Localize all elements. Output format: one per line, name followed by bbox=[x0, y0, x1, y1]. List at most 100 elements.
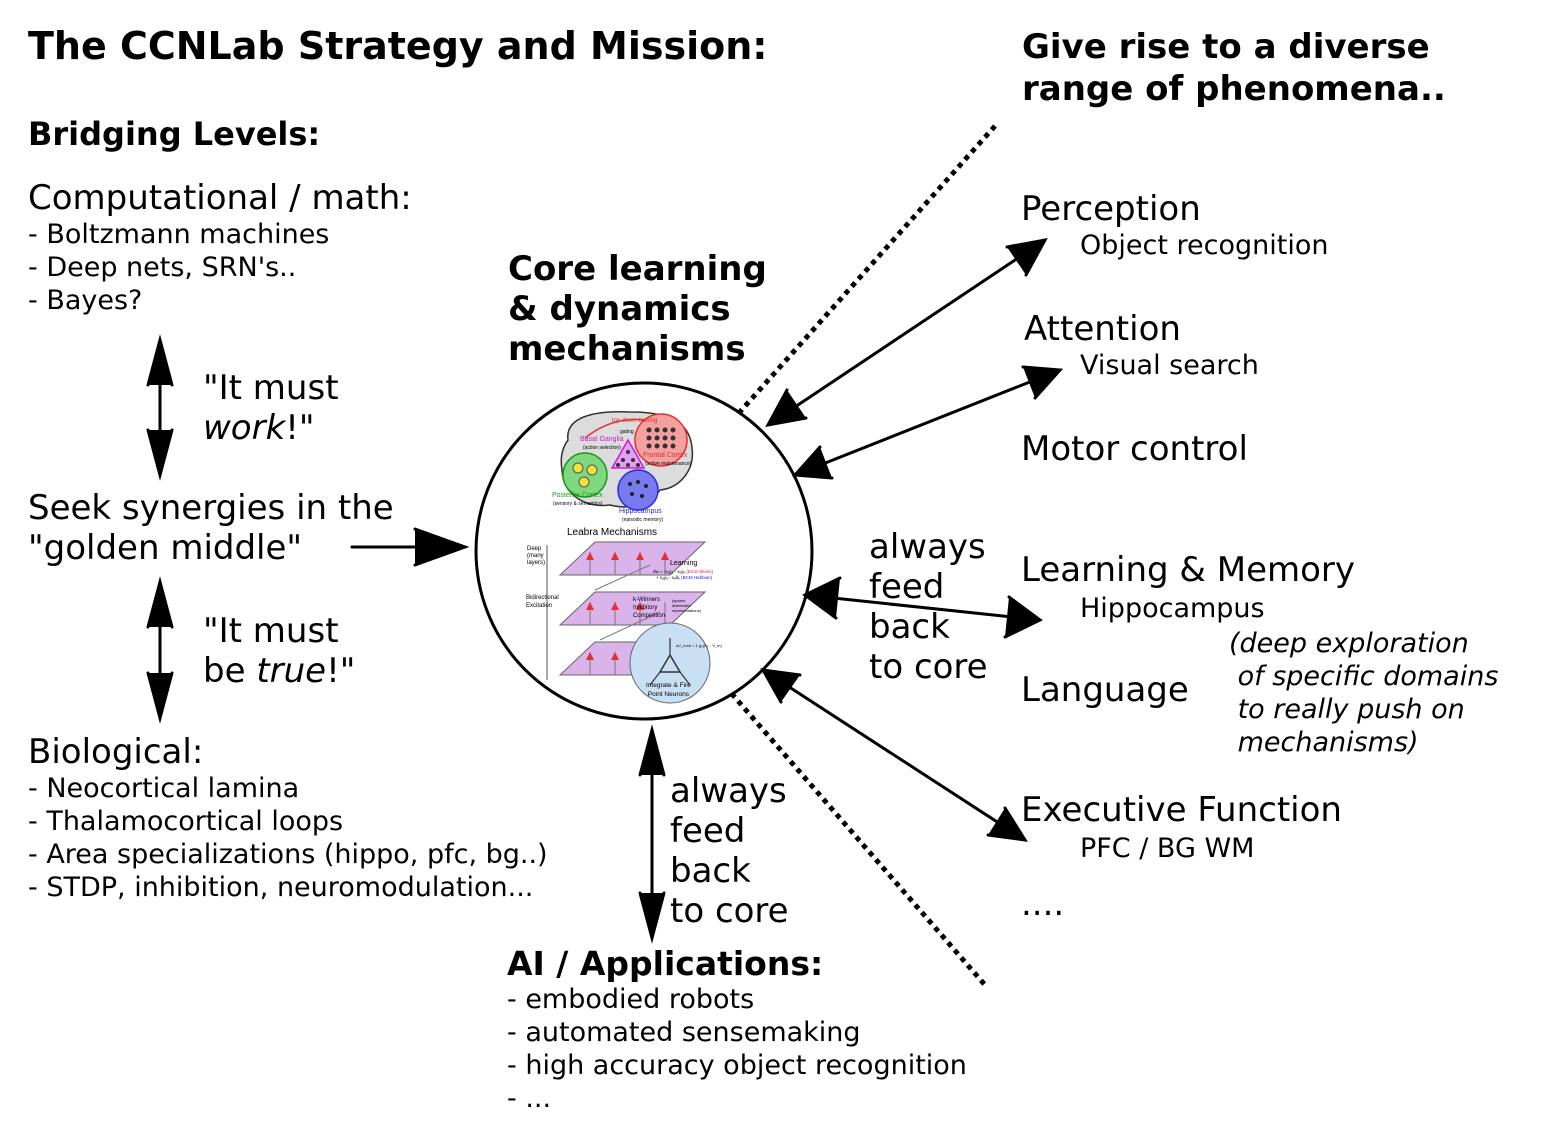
perception-sub: Object recognition bbox=[1080, 230, 1329, 261]
executive-label: Executive Function bbox=[1021, 790, 1342, 830]
list-item: - STDP, inhibition, neuromodulation... bbox=[28, 872, 534, 903]
quote-emphasis: true bbox=[256, 651, 327, 691]
quote-emphasis: work bbox=[203, 408, 286, 448]
neuron-line: Integrate & Fire bbox=[646, 682, 691, 689]
golden-line: Seek synergies in the bbox=[28, 488, 394, 528]
dotted-divider-bottom bbox=[723, 684, 987, 987]
basal-ganglia-sub: (action selection) bbox=[583, 445, 621, 451]
executive-sub: PFC / BG WM bbox=[1080, 833, 1255, 864]
note-line: of specific domains bbox=[1229, 661, 1499, 692]
frontal-cortex-sub: (active maintenance) bbox=[645, 461, 692, 467]
feedback-line: to core bbox=[869, 647, 988, 687]
phenomena-heading-line: Give rise to a diverse bbox=[1022, 27, 1430, 67]
double-arrow-learning bbox=[802, 576, 1043, 639]
bidirectional-label: Bidirectional Excitation bbox=[526, 594, 559, 610]
core-line: Core learning bbox=[508, 249, 767, 289]
kwinners-label: k-Winners Inhibitory Competition bbox=[633, 596, 665, 620]
list-item: - Neocortical lamina bbox=[28, 773, 300, 804]
point-neuron-circle bbox=[629, 622, 711, 704]
sparse-line: (sparse bbox=[672, 598, 686, 603]
must-work-quote: "It must work!" bbox=[203, 368, 339, 448]
kwin-line: Competition bbox=[633, 613, 666, 619]
feedback-line: back bbox=[869, 607, 950, 647]
golden-line: "golden middle" bbox=[28, 528, 303, 568]
error-eq: dw = -xₐyₐ - xₑyₑ (Error-driven) bbox=[653, 569, 713, 574]
basal-ganglia-label: Basal Ganglia bbox=[580, 436, 624, 443]
list-item: - Bayes? bbox=[28, 285, 143, 316]
gating-label: gating bbox=[620, 429, 634, 435]
feedback-line: to core bbox=[670, 891, 789, 931]
hippocampus-sub: (episodic memory) bbox=[622, 517, 664, 523]
bidir-line: Bidirectional bbox=[526, 595, 559, 601]
quote-end: !" bbox=[285, 408, 315, 448]
learning-mini-label: Learning bbox=[670, 560, 698, 567]
point-neuron-label: Integrate & Fire Point Neurons bbox=[646, 681, 691, 699]
feedback-line: always bbox=[869, 527, 986, 567]
note-line: (deep exploration bbox=[1229, 628, 1469, 659]
biological-list: - Neocortical lamina - Thalamocortical l… bbox=[28, 772, 548, 904]
deep-line: Deep bbox=[527, 546, 542, 552]
list-item: - Area specializations (hippo, pfc, bg..… bbox=[28, 839, 548, 870]
double-arrow-true bbox=[146, 576, 174, 724]
eq2: + xₐyₐ - xₑθₑ bbox=[656, 575, 680, 580]
golden-middle-text: Seek synergies in the "golden middle" bbox=[28, 488, 394, 568]
computational-heading: Computational / math: bbox=[28, 178, 412, 218]
double-arrow-work bbox=[146, 334, 174, 481]
double-arrow-ai bbox=[638, 724, 666, 944]
dotted-divider-top bbox=[728, 124, 997, 425]
feedback-line: always bbox=[670, 771, 787, 811]
attention-label: Attention bbox=[1024, 309, 1181, 349]
frontal-cortex-blob bbox=[634, 413, 688, 467]
ai-heading: AI / Applications: bbox=[507, 944, 824, 983]
double-arrow-perception bbox=[765, 237, 1048, 428]
domain-note: (deep exploration of specific domains to… bbox=[1229, 627, 1498, 759]
sparse-line: distributed bbox=[672, 603, 691, 608]
leabra-title: Leabra Mechanisms bbox=[567, 527, 658, 538]
posterior-cortex-blob bbox=[562, 452, 608, 498]
learning-label: Learning & Memory bbox=[1021, 550, 1356, 590]
ai-block: AI / Applications: - embodied robots - a… bbox=[507, 944, 967, 1115]
computational-block: Computational / math: - Boltzmann machin… bbox=[28, 178, 412, 317]
attention-sub: Visual search bbox=[1080, 350, 1259, 381]
error-driven-note: (Error-driven) bbox=[686, 569, 714, 574]
computational-list: - Boltzmann machines - Deep nets, SRN's.… bbox=[28, 218, 412, 317]
ai-list: - embodied robots - automated sensemakin… bbox=[507, 983, 967, 1115]
hippocampus-blob bbox=[617, 469, 659, 511]
must-true-quote: "It must be true!" bbox=[203, 611, 355, 691]
feedback-line: feed bbox=[869, 567, 945, 607]
quote-line: be true!" bbox=[203, 651, 355, 691]
core-heading: Core learning & dynamics mechanisms bbox=[508, 249, 767, 369]
double-arrow-attention bbox=[791, 365, 1064, 480]
bcm-hebbian-note: (BCM Hebbian) bbox=[681, 575, 713, 580]
top-down-label: top-down biasing bbox=[612, 418, 658, 424]
phenomena-heading: Give rise to a diverse range of phenomen… bbox=[1022, 26, 1446, 110]
brain-figure bbox=[560, 410, 694, 511]
biological-heading: Biological: bbox=[28, 732, 204, 772]
deep-label: Deep (many layers) bbox=[527, 546, 545, 567]
list-item: - Thalamocortical loops bbox=[28, 806, 344, 837]
biological-block: Biological: - Neocortical lamina - Thala… bbox=[28, 732, 548, 904]
hippocampus-label: Hippocampus bbox=[619, 508, 662, 515]
feedback-line: feed bbox=[670, 811, 746, 851]
posterior-cortex-sub: (sensory & semantics) bbox=[553, 501, 603, 507]
feedback-bottom-label: always feed back to core bbox=[670, 771, 789, 931]
arrow-golden-middle-to-core bbox=[350, 527, 470, 567]
motor-label: Motor control bbox=[1021, 429, 1248, 469]
bidir-line: Excitation bbox=[526, 603, 553, 609]
sparse-line: representations) bbox=[672, 608, 701, 613]
deep-line: layers) bbox=[527, 560, 546, 566]
list-item: - high accuracy object recognition bbox=[507, 1050, 967, 1081]
core-line: & dynamics bbox=[508, 289, 731, 329]
double-arrow-executive bbox=[760, 668, 1028, 842]
sparse-label: (sparse distributed representations) bbox=[672, 598, 701, 613]
eq1: dw = -xₐyₐ - xₑyₑ bbox=[653, 569, 686, 574]
feedback-line: back bbox=[670, 851, 751, 891]
list-item: - Boltzmann machines bbox=[28, 219, 330, 250]
language-label: Language bbox=[1021, 670, 1189, 710]
perception-label: Perception bbox=[1021, 189, 1201, 229]
quote-line: "It must bbox=[203, 368, 339, 408]
posterior-cortex-label: Posterior Cortex bbox=[552, 492, 603, 499]
note-line: mechanisms) bbox=[1229, 727, 1419, 758]
list-item: - automated sensemaking bbox=[507, 1017, 861, 1048]
